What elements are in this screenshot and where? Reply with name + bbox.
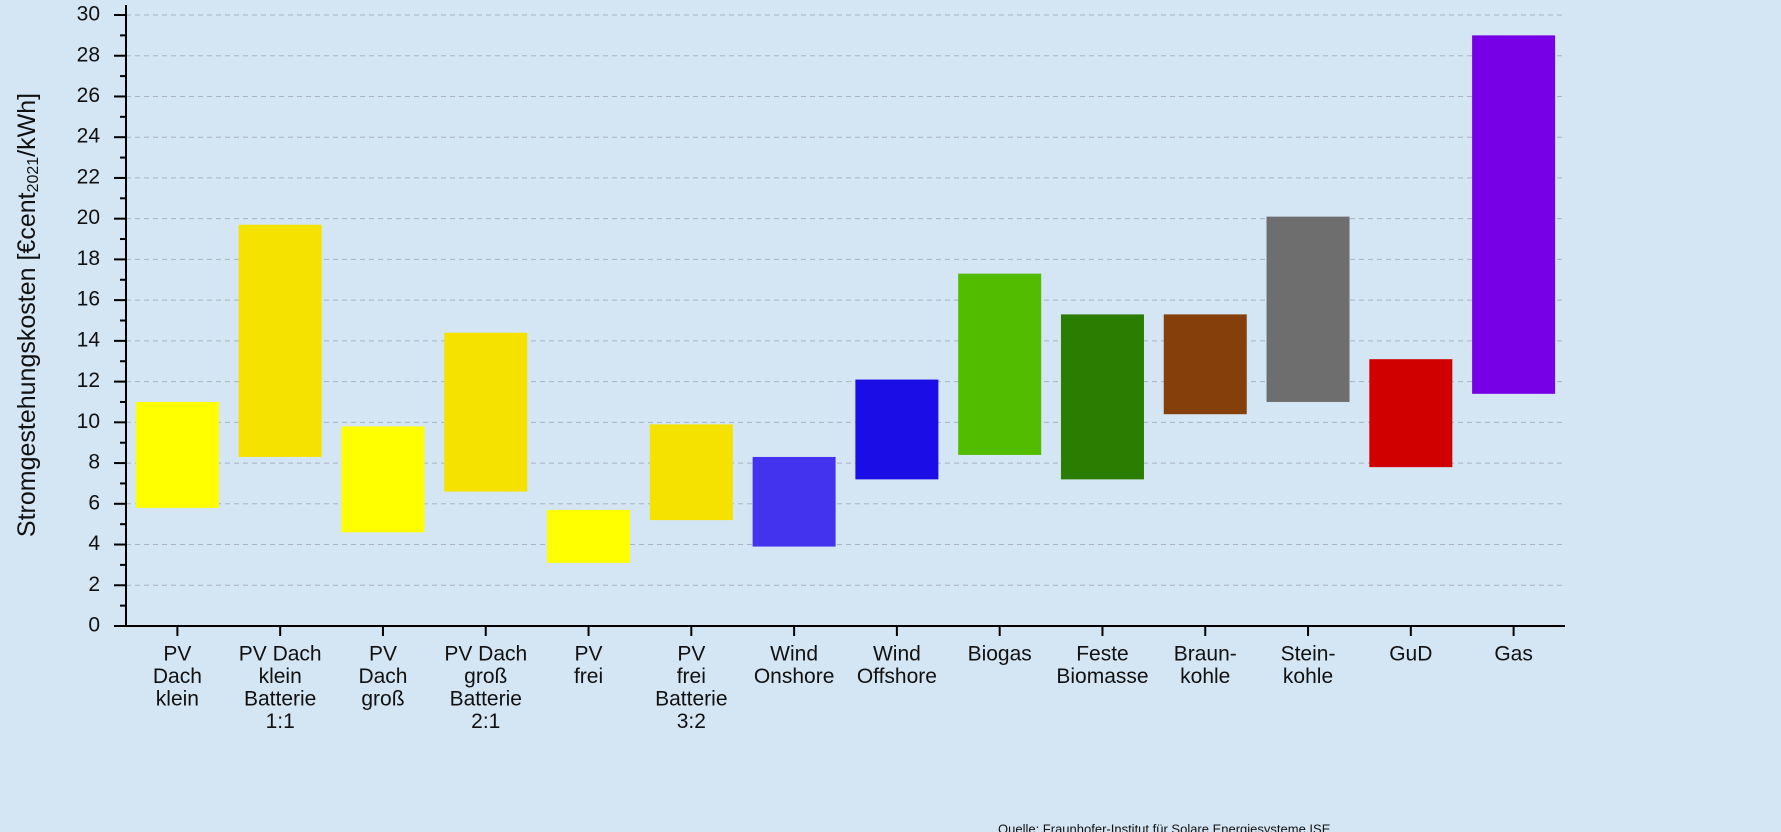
y-tick-label: 14 <box>77 328 101 351</box>
bar <box>1060 314 1144 480</box>
x-tick-label: PV <box>575 643 603 666</box>
x-tick-label: PV <box>677 643 705 666</box>
y-label-part: Stromgestehungskosten [€cent <box>13 192 41 537</box>
x-tick-label: kohle <box>1283 665 1333 688</box>
y-tick-label: 26 <box>77 84 100 107</box>
x-tick-label: groß <box>464 665 507 688</box>
y-tick-label: 30 <box>77 3 100 26</box>
bar <box>958 273 1042 455</box>
y-tick-label: 6 <box>88 491 100 514</box>
x-tick-label: Offshore <box>857 665 937 688</box>
bar <box>649 424 733 521</box>
x-tick-label: Biomasse <box>1056 665 1148 688</box>
y-tick-label: 28 <box>77 43 100 66</box>
bar <box>1266 216 1350 402</box>
x-tick-label: Batterie <box>450 688 522 711</box>
y-tick-label: 24 <box>77 125 101 148</box>
x-tick-label: Dach <box>358 665 407 688</box>
bar <box>547 509 631 563</box>
x-tick-label: PV <box>369 643 397 666</box>
x-tick-label: Dach <box>153 665 202 688</box>
x-tick-label: Feste <box>1076 643 1129 666</box>
y-tick-label: 4 <box>88 532 100 555</box>
x-tick-label: groß <box>361 688 404 711</box>
y-tick-label: 2 <box>88 573 100 596</box>
x-tick-label: kohle <box>1180 665 1230 688</box>
y-label-subscript: 2021 <box>25 157 42 193</box>
y-tick-label: 20 <box>77 206 100 229</box>
x-tick-label: Batterie <box>244 688 316 711</box>
y-tick-label: 10 <box>77 410 100 433</box>
y-tick-label: 16 <box>77 288 100 311</box>
x-tick-label: Wind <box>770 643 818 666</box>
x-tick-label: Biogas <box>968 643 1032 666</box>
bar <box>752 456 836 547</box>
x-tick-label: Wind <box>873 643 921 666</box>
y-tick-label: 18 <box>77 247 100 270</box>
x-tick-label: 3:2 <box>677 710 706 733</box>
y-axis-label: Stromgestehungskosten [€cent2021/kWh] <box>13 93 43 537</box>
bar <box>1163 314 1247 415</box>
x-tick-label: Onshore <box>754 665 835 688</box>
bar <box>444 332 528 492</box>
bar <box>855 379 939 480</box>
y-tick-label: 22 <box>77 165 100 188</box>
bar <box>341 426 425 533</box>
x-tick-label: klein <box>259 665 302 688</box>
y-tick-label: 0 <box>88 614 100 637</box>
x-tick-label: PV <box>163 643 191 666</box>
bar <box>1369 359 1453 468</box>
x-tick-label: PV Dach <box>444 643 527 666</box>
x-tick-label: frei <box>574 665 603 688</box>
y-label-part: /kWh] <box>13 93 41 157</box>
x-tick-label: klein <box>156 688 199 711</box>
bar <box>1472 35 1556 394</box>
bar <box>238 224 322 457</box>
x-tick-label: Stein- <box>1281 643 1336 666</box>
x-tick-label: GuD <box>1389 643 1432 666</box>
x-tick-label: PV Dach <box>239 643 322 666</box>
x-tick-label: frei <box>677 665 706 688</box>
x-tick-label: Gas <box>1494 643 1533 666</box>
x-tick-label: 1:1 <box>266 710 295 733</box>
bar <box>135 401 219 508</box>
source-note: Quelle: Fraunhofer-Institut für Solare E… <box>998 821 1331 832</box>
x-tick-label: 2:1 <box>471 710 500 733</box>
x-tick-label: Braun- <box>1174 643 1237 666</box>
x-tick-label: Batterie <box>655 688 727 711</box>
y-tick-label: 12 <box>77 369 100 392</box>
y-tick-label: 8 <box>88 451 100 474</box>
